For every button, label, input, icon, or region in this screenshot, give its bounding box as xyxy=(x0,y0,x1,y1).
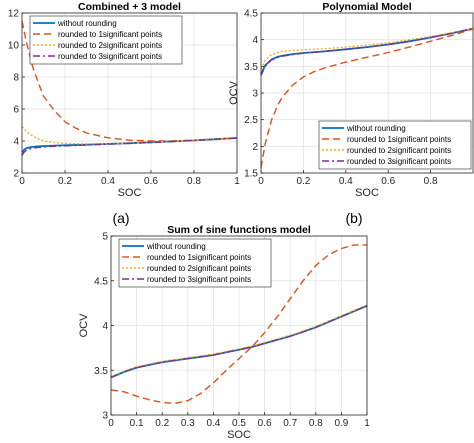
legend-entry: without rounding xyxy=(346,124,406,133)
legend-entry: rounded to 3significant points xyxy=(58,52,162,61)
x-tick-label: 0 xyxy=(19,176,25,187)
legend-box xyxy=(318,120,472,170)
y-tick-label: 3 xyxy=(252,89,258,100)
y-axis-label: OCV xyxy=(78,313,90,338)
x-tick-label: 0.4 xyxy=(339,176,353,187)
legend-entry: without rounding xyxy=(57,19,117,28)
plot-frame xyxy=(21,12,238,174)
x-tick-label: 0.1 xyxy=(130,418,144,429)
y-tick-label: 4 xyxy=(102,321,108,332)
legend-entry: rounded to 1significant points xyxy=(347,135,451,144)
legend-box xyxy=(29,15,183,65)
sine-model-chart: 0 0.1 0.2 0.3 0.4 0.5 0.6 0.7 0.8 0.9 1 3 3.5 4 4.5 5 Su… xyxy=(78,224,370,441)
x-tick-label: 0.8 xyxy=(309,418,323,429)
x-tick-label: 0.3 xyxy=(181,418,195,429)
legend: without rounding rounded to 1significant … xyxy=(318,120,472,170)
y-axis-label: OCV xyxy=(228,80,240,105)
y-tick-label: 1.5 xyxy=(244,169,258,180)
legend-entry: rounded to 2significant points xyxy=(147,264,251,273)
y-tick-label: 10 xyxy=(8,41,20,52)
y-tick-label: 4.5 xyxy=(244,9,258,20)
y-tick-label: 8 xyxy=(13,73,19,84)
y-tick-label: 4 xyxy=(13,137,19,148)
x-tick-label: 0 xyxy=(108,418,114,429)
legend: without rounding rounded to 1significant … xyxy=(118,238,272,288)
y-tick-label: 3 xyxy=(102,411,108,422)
x-axis-label: SOC xyxy=(227,429,251,441)
legend-entry: rounded to 2significant points xyxy=(58,41,162,50)
legend-entry: rounded to 1significant points xyxy=(147,253,251,262)
x-axis-label: SOC xyxy=(355,187,379,199)
series-line xyxy=(110,305,368,379)
legend-entry: rounded to 3significant points xyxy=(147,275,251,284)
x-tick-label: 0.4 xyxy=(101,176,115,187)
x-tick-label: 0.7 xyxy=(283,418,297,429)
x-tick-label: 0.5 xyxy=(232,418,246,429)
y-tick-label: 5 xyxy=(102,232,108,243)
y-tick-label: 4 xyxy=(252,35,258,46)
legend-entry: rounded to 3significant points xyxy=(347,157,451,166)
x-tick-label: 1 xyxy=(234,176,240,187)
y-tick-label: 4.5 xyxy=(94,276,108,287)
polynomial-model-chart: 0 0.2 0.4 0.6 0.8 1.5 2 2.5 3 3.5 4 4.5 Polynomial M… xyxy=(228,1,474,199)
x-tick-label: 0.6 xyxy=(258,418,272,429)
y-tick-label: 12 xyxy=(8,9,20,20)
chart-title: Polynomial Model xyxy=(322,1,411,13)
x-tick-label: 0.6 xyxy=(144,176,158,187)
y-tick-label: 2.5 xyxy=(244,115,258,126)
legend-entry: rounded to 2significant points xyxy=(347,146,451,155)
x-tick-label: 0.2 xyxy=(58,176,72,187)
legend-entry: rounded to 1significant points xyxy=(58,30,162,39)
x-tick-label: 0 xyxy=(258,176,264,187)
series-line xyxy=(260,27,474,70)
panel-label-b: (b) xyxy=(345,210,362,226)
chart-title: Combined + 3 model xyxy=(78,1,181,13)
x-tick-label: 0.6 xyxy=(381,176,395,187)
x-tick-label: 0.8 xyxy=(187,176,201,187)
series-line xyxy=(110,304,368,378)
legend-entry: without rounding xyxy=(146,242,206,251)
x-tick-label: 1 xyxy=(364,418,370,429)
x-tick-label: 0.2 xyxy=(155,418,169,429)
series-line xyxy=(260,27,474,76)
y-tick-label: 3.5 xyxy=(94,366,108,377)
y-tick-label: 6 xyxy=(13,105,19,116)
y-tick-label: 2 xyxy=(13,169,19,180)
x-tick-label: 0.9 xyxy=(334,418,348,429)
legend: without rounding rounded to 1significant … xyxy=(29,15,183,65)
chart-title: Sum of sine functions model xyxy=(167,224,311,236)
x-tick-label: 0.4 xyxy=(206,418,220,429)
series-line xyxy=(260,28,474,168)
panel-label-a: (a) xyxy=(112,210,129,226)
series-line xyxy=(110,244,367,405)
y-tick-label: 3.5 xyxy=(244,62,258,73)
legend-box xyxy=(118,238,272,288)
y-tick-label: 2 xyxy=(252,142,258,153)
x-tick-label: 0.8 xyxy=(424,176,438,187)
x-tick-label: 0.2 xyxy=(296,176,310,187)
series-line xyxy=(21,20,238,142)
x-axis-label: SOC xyxy=(118,187,142,199)
series-line xyxy=(21,137,238,156)
